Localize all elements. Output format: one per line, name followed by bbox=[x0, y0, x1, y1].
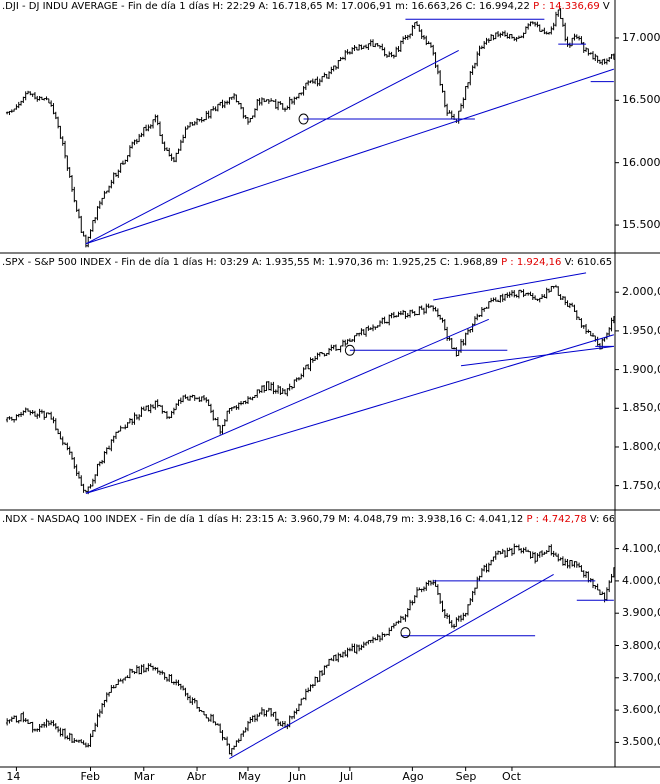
y-tick-label: 17.000, bbox=[622, 30, 660, 44]
marker-circle bbox=[298, 113, 309, 125]
y-tick-label: 3.500,0 bbox=[622, 735, 660, 749]
a-value: A: 1.935,55 bbox=[251, 257, 310, 268]
x-tick-label: May bbox=[237, 770, 261, 783]
trend-line bbox=[460, 345, 614, 367]
h-value: H: 03:29 bbox=[205, 257, 249, 268]
marker-circle bbox=[344, 344, 355, 356]
min-value: m: 16.663,26 bbox=[395, 1, 463, 12]
y-tick-label: 15.500, bbox=[622, 218, 660, 232]
v-value: V: 66 bbox=[589, 514, 614, 525]
y-tick-label: 2.000,0 bbox=[622, 285, 660, 299]
x-tick-label: Mar bbox=[133, 770, 155, 783]
y-tick-label: 1.800,0 bbox=[622, 439, 660, 453]
y-tick-label: 1.950,0 bbox=[622, 323, 660, 337]
p-value: P : 4.742,78 bbox=[526, 514, 587, 525]
symbol-label: .NDX - NASDAQ 100 INDEX bbox=[2, 514, 137, 525]
y-tick-label: 3.600,0 bbox=[622, 703, 660, 717]
symbol-label: .DJI - DJ INDU AVERAGE bbox=[2, 1, 118, 12]
trend-line bbox=[85, 334, 614, 494]
marker-circle bbox=[400, 627, 411, 639]
y-tick-label: 1.750,0 bbox=[622, 478, 660, 492]
panel-header-dji: .DJI - DJ INDU AVERAGE - Fin de día 1 dí… bbox=[2, 1, 610, 12]
x-tick-label: 14 bbox=[6, 770, 21, 783]
trend-line bbox=[85, 68, 614, 245]
x-tick-label: Feb bbox=[80, 770, 100, 783]
x-tick-label: Abr bbox=[187, 770, 207, 783]
min-value: m: 3.938,16 bbox=[401, 514, 462, 525]
v-value: V bbox=[602, 1, 610, 12]
y-tick-label: 4.000,0 bbox=[622, 573, 660, 587]
trend-line bbox=[433, 272, 587, 301]
h-value: H: 23:15 bbox=[231, 514, 275, 525]
period-label: Fin de día 1 días bbox=[121, 257, 203, 268]
x-tick-label: Ago bbox=[402, 770, 424, 783]
m-value: M: 17.006,91 bbox=[325, 1, 392, 12]
y-tick-label: 16.000, bbox=[622, 155, 660, 169]
y-tick-label: 4.100,0 bbox=[622, 541, 660, 555]
m-value: M: 1.970,36 bbox=[312, 257, 373, 268]
trend-line bbox=[85, 49, 459, 245]
x-tick-label: Oct bbox=[501, 770, 521, 783]
x-tick-label: Jul bbox=[339, 770, 354, 783]
x-tick-label: Jun bbox=[288, 770, 307, 783]
a-value: A: 3.960,79 bbox=[277, 514, 336, 525]
a-value: A: 16.718,65 bbox=[258, 1, 323, 12]
trend-line bbox=[229, 574, 554, 759]
y-tick-label: 3.700,0 bbox=[622, 670, 660, 684]
y-tick-label: 3.900,0 bbox=[622, 606, 660, 620]
trend-line bbox=[85, 318, 489, 494]
x-tick-label: Sep bbox=[455, 770, 477, 783]
period-label: Fin de día 1 días bbox=[146, 514, 229, 525]
c-value: C: 16.994,22 bbox=[465, 1, 530, 12]
period-label: Fin de día 1 días bbox=[127, 1, 210, 12]
m-value: M: 4.048,79 bbox=[338, 514, 398, 525]
panel-header-spx: .SPX - S&P 500 INDEX - Fin de día 1 días… bbox=[2, 257, 613, 268]
y-tick-label: 16.500, bbox=[622, 93, 660, 107]
p-value: P : 1.924,16 bbox=[501, 257, 562, 268]
v-value: V: 610.65 bbox=[564, 257, 613, 268]
y-tick-label: 3.800,0 bbox=[622, 638, 660, 652]
h-value: H: 22:29 bbox=[212, 1, 256, 12]
y-tick-label: 1.900,0 bbox=[622, 362, 660, 376]
min-value: m: 1.925,25 bbox=[375, 257, 437, 268]
symbol-label: .SPX - S&P 500 INDEX bbox=[2, 257, 112, 268]
y-tick-label: 1.850,0 bbox=[622, 401, 660, 415]
c-value: C: 1.968,89 bbox=[439, 257, 498, 268]
panel-header-ndx: .NDX - NASDAQ 100 INDEX - Fin de día 1 d… bbox=[2, 514, 614, 525]
c-value: C: 4.041,12 bbox=[465, 514, 524, 525]
p-value: P : 14.336,69 bbox=[533, 1, 600, 12]
